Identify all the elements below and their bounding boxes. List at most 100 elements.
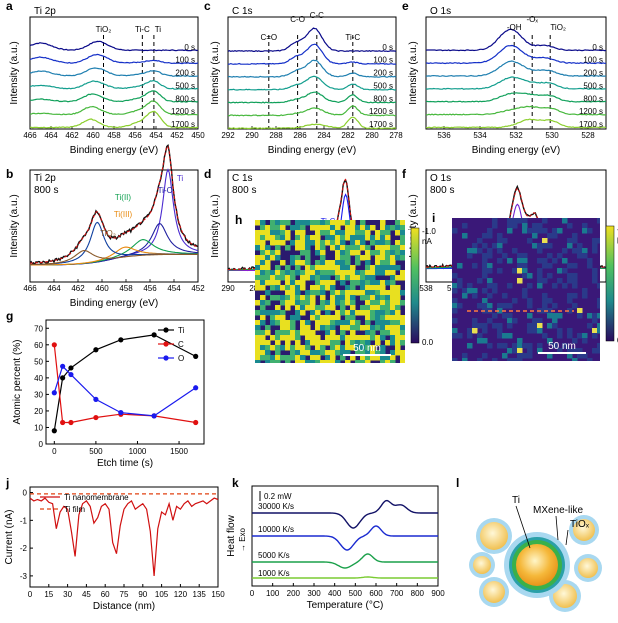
map-pixel: [320, 275, 326, 281]
map-pixel: [380, 250, 386, 256]
map-pixel: [547, 253, 553, 259]
map-pixel: [385, 315, 391, 321]
map-pixel: [567, 263, 573, 269]
map-pixel: [385, 265, 391, 271]
map-pixel: [395, 250, 401, 256]
map-pixel: [582, 223, 588, 229]
map-pixel: [315, 260, 321, 266]
map-pixel: [295, 350, 301, 356]
y-axis-label: Heat flow: [226, 514, 237, 556]
map-pixel: [360, 275, 366, 281]
x-tick-label: 1500: [170, 447, 188, 456]
map-pixel: [380, 235, 386, 241]
map-pixel: [265, 260, 271, 266]
map-pixel: [280, 320, 286, 326]
map-pixel: [285, 245, 291, 251]
panel-letter: f: [402, 167, 407, 181]
panel-subtitle: 800 s: [430, 185, 454, 196]
map-pixel: [335, 320, 341, 326]
data-point: [68, 419, 74, 426]
x-tick-label: 30: [63, 590, 72, 599]
map-pixel: [270, 310, 276, 316]
map-pixel: [365, 315, 371, 321]
map-pixel: [340, 300, 346, 306]
map-pixel: [370, 290, 376, 296]
map-pixel: [395, 325, 401, 331]
map-pixel: [350, 340, 356, 346]
map-pixel: [365, 350, 371, 356]
map-pixel: [290, 225, 296, 231]
map-pixel: [557, 278, 563, 284]
map-pixel: [260, 295, 266, 301]
map-pixel: [335, 240, 341, 246]
map-pixel: [390, 280, 396, 286]
map-pixel: [345, 290, 351, 296]
map-pixel: [285, 280, 291, 286]
map-pixel: [395, 310, 401, 316]
map-pixel: [350, 220, 356, 226]
map-pixel: [360, 270, 366, 276]
map-pixel: [350, 325, 356, 331]
map-pixel: [492, 323, 498, 329]
map-pixel: [542, 293, 548, 299]
map-pixel: [325, 320, 331, 326]
map-pixel: [492, 218, 498, 224]
time-label: 500 s: [373, 81, 393, 90]
colorbar-min: 0.0: [422, 338, 434, 347]
schematic-label: Ti: [512, 495, 520, 506]
map-pixel: [370, 335, 376, 341]
map-pixel: [355, 345, 361, 351]
x-tick-label: 135: [193, 590, 207, 599]
map-pixel: [345, 235, 351, 241]
time-label: 1200 s: [369, 107, 393, 116]
map-pixel: [350, 345, 356, 351]
panel-letter: i: [432, 211, 435, 225]
map-pixel: [572, 238, 578, 244]
map-pixel: [335, 270, 341, 276]
map-pixel: [582, 353, 588, 359]
map-pixel: [300, 240, 306, 246]
map-pixel: [360, 310, 366, 316]
map-pixel: [577, 313, 583, 319]
map-pixel: [315, 305, 321, 311]
map-pixel: [340, 240, 346, 246]
map-pixel: [260, 315, 266, 321]
map-pixel: [502, 313, 508, 319]
map-pixel: [452, 358, 458, 361]
x-tick-label: 462: [71, 284, 85, 293]
map-pixel: [592, 348, 598, 354]
map-pixel: [400, 350, 405, 356]
x-tick-label: 60: [101, 590, 110, 599]
x-tick-label: 800: [411, 589, 425, 598]
y-tick-label: 60: [34, 341, 43, 350]
x-tick-label: 452: [191, 284, 205, 293]
map-pixel: [330, 335, 336, 341]
map-pixel: [330, 305, 336, 311]
map-pixel: [325, 360, 331, 363]
xps-trace: [29, 90, 199, 103]
panel-letter: k: [232, 476, 239, 490]
data-point: [51, 428, 57, 434]
panel-letter: h: [235, 213, 242, 227]
y-tick-label: 50: [34, 357, 43, 366]
map-pixel: [275, 270, 281, 276]
map-pixel: [582, 293, 588, 299]
peak-label: -Oₓ: [526, 15, 538, 24]
x-axis-label: Binding energy (eV): [472, 145, 560, 156]
y-axis-label: Intensity (a.u.): [9, 194, 20, 257]
map-pixel: [502, 333, 508, 339]
map-pixel: [380, 295, 386, 301]
xps-trace: [29, 53, 199, 65]
map-pixel: [275, 240, 281, 246]
map-pixel: [497, 333, 503, 339]
time-label: 1700 s: [171, 120, 195, 129]
map-pixel: [315, 280, 321, 286]
map-pixel: [390, 265, 396, 271]
map-pixel: [390, 290, 396, 296]
map-pixel: [537, 348, 543, 354]
map-pixel: [345, 220, 351, 226]
map-pixel: [280, 260, 286, 266]
map-pixel: [340, 245, 346, 251]
map-pixel: [265, 270, 271, 276]
map-pixel: [345, 255, 351, 261]
